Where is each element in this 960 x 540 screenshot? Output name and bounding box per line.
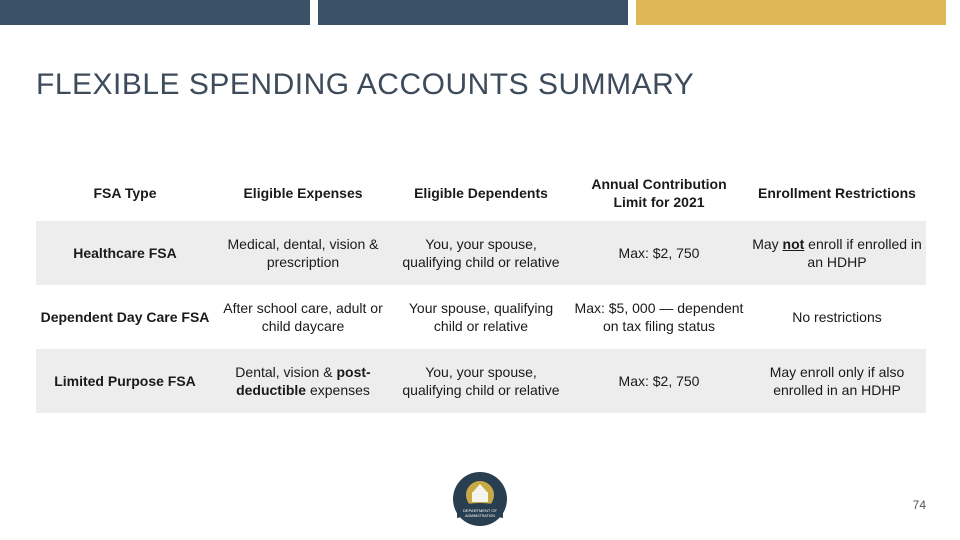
column-header-restrictions: Enrollment Restrictions [748, 165, 926, 221]
accent-segment [0, 0, 310, 25]
dept-logo: DEPARTMENT OF ADMINISTRATION [451, 470, 509, 528]
table-row: Limited Purpose FSADental, vision & post… [36, 349, 926, 413]
cell-limit: Max: $2, 750 [570, 349, 748, 413]
cell-expenses: Medical, dental, vision & prescription [214, 221, 392, 285]
title-bar: FLEXIBLE SPENDING ACCOUNTS SUMMARY [0, 25, 960, 145]
svg-text:DEPARTMENT OF: DEPARTMENT OF [463, 508, 497, 513]
cell-restrictions: May not enroll if enrolled in an HDHP [748, 221, 926, 285]
cell-type: Healthcare FSA [36, 221, 214, 285]
accent-segment [636, 0, 946, 25]
fsa-table-container: FSA TypeEligible ExpensesEligible Depend… [36, 165, 924, 413]
cell-dependents: You, your spouse, qualifying child or re… [392, 349, 570, 413]
cell-restrictions: May enroll only if also enrolled in an H… [748, 349, 926, 413]
cell-dependents: You, your spouse, qualifying child or re… [392, 221, 570, 285]
column-header-limit: Annual Contribution Limit for 2021 [570, 165, 748, 221]
cell-expenses: Dental, vision & post-deductible expense… [214, 349, 392, 413]
column-header-type: FSA Type [36, 165, 214, 221]
table-row: Dependent Day Care FSAAfter school care,… [36, 285, 926, 349]
table-header: FSA TypeEligible ExpensesEligible Depend… [36, 165, 926, 221]
accent-segment [318, 0, 628, 25]
fsa-summary-table: FSA TypeEligible ExpensesEligible Depend… [36, 165, 926, 413]
page-title: FLEXIBLE SPENDING ACCOUNTS SUMMARY [36, 68, 694, 102]
page-number: 74 [913, 498, 926, 512]
cell-type: Dependent Day Care FSA [36, 285, 214, 349]
table-row: Healthcare FSAMedical, dental, vision & … [36, 221, 926, 285]
column-header-dependents: Eligible Dependents [392, 165, 570, 221]
svg-text:ADMINISTRATION: ADMINISTRATION [465, 514, 495, 518]
cell-restrictions: No restrictions [748, 285, 926, 349]
top-accent-band [0, 0, 960, 25]
column-header-expenses: Eligible Expenses [214, 165, 392, 221]
cell-limit: Max: $2, 750 [570, 221, 748, 285]
cell-type: Limited Purpose FSA [36, 349, 214, 413]
cell-expenses: After school care, adult or child daycar… [214, 285, 392, 349]
cell-limit: Max: $5, 000 — dependent on tax filing s… [570, 285, 748, 349]
table-body: Healthcare FSAMedical, dental, vision & … [36, 221, 926, 413]
cell-dependents: Your spouse, qualifying child or relativ… [392, 285, 570, 349]
